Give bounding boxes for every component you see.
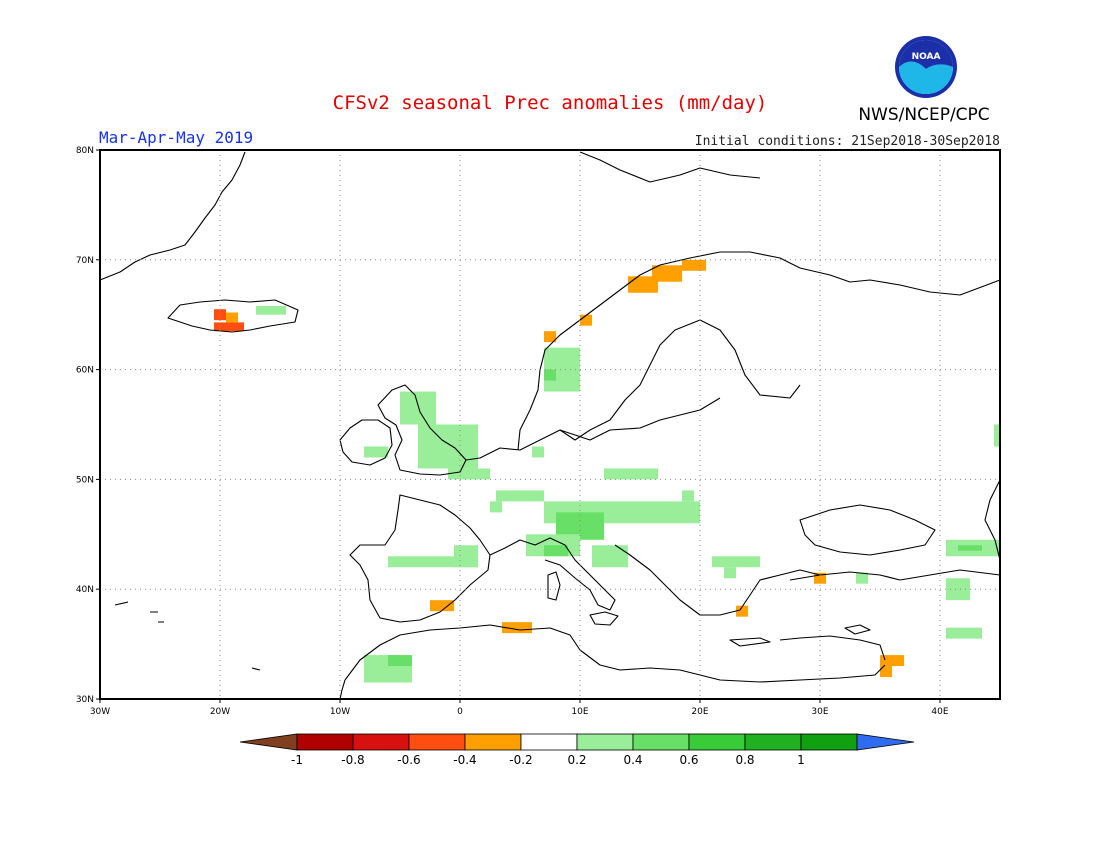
colorbar-tick-label: 0.4 [623,753,642,767]
noaa-logo-icon: NOAA [895,36,957,98]
colorbar-high-extend [856,733,915,751]
initial-conditions-label: Initial conditions: 21Sep2018-30Sep2018 [695,134,1000,149]
map-frame [99,149,1001,700]
latitude-tick-label: 70N [76,256,94,266]
anomaly-cell [604,468,658,480]
anomaly-cell [994,424,1000,447]
anomaly-cell [682,259,706,271]
map-background [100,150,1000,699]
anomaly-cell [256,305,286,315]
colorbar-tick-label: -1 [291,753,303,767]
longitude-tick-label: 10W [330,707,350,717]
longitude-tick-label: 10E [571,707,588,717]
latitude-tick-label: 30N [76,695,94,705]
anomaly-cell [946,578,970,601]
anomaly-cell [544,545,568,557]
anomaly-cell [400,391,436,425]
colorbar: -1 -0.8 -0.6 -0.4 -0.2 0.2 0.4 0.6 0.8 1 [239,733,915,767]
colorbar-segment [408,733,466,751]
colorbar-segment [520,733,578,751]
colorbar-segment [800,733,858,751]
colorbar-segment [576,733,634,751]
anomaly-cell [430,600,454,612]
latitude-tick-label: 40N [76,585,94,595]
anomaly-cell [388,655,412,667]
anomaly-cell [454,545,478,568]
colorbar-tick-label: -0.8 [341,753,364,767]
anomaly-cell [652,265,682,282]
anomaly-cell [628,276,658,293]
anomaly-cell [880,655,904,667]
figure-title: CFSv2 seasonal Prec anomalies (mm/day) [333,92,768,114]
anomaly-cell [712,556,760,568]
map-area: 80N 70N 60N 50N 40N 30N 30W 20W 10W 0 10E 20E 30E 40… [76,146,1001,717]
gridlines [100,150,1000,699]
anomaly-cell [580,314,592,326]
anomaly-cell [388,556,478,568]
latitude-tick-label: 50N [76,475,94,485]
colorbar-segment [352,733,410,751]
anomaly-cell [682,490,694,502]
colorbar-tick-label: 0.2 [567,753,586,767]
anomaly-cell [214,322,244,332]
latitude-tick-label: 60N [76,366,94,376]
longitude-tick-label: 20E [691,707,708,717]
longitude-tick-label: 30E [811,707,828,717]
colorbar-low-extend [239,733,298,751]
anomaly-cell [856,572,868,584]
colorbar-tick-label: 1 [797,753,805,767]
anomaly-cell [592,545,628,568]
anomaly-cell [448,468,478,480]
longitude-tick-label: 20W [210,707,230,717]
latitude-tick-label: 80N [76,146,94,156]
anomaly-cell [478,468,490,480]
colorbar-tick-label: 0.8 [735,753,754,767]
anomaly-cell [364,446,388,458]
anomaly-cell [544,369,556,381]
svg-text:NOAA: NOAA [912,52,941,62]
colorbar-tick-label: -0.4 [453,753,476,767]
latitude-ticks: 80N 70N 60N 50N 40N 30N [76,146,100,705]
anomaly-cell [724,567,736,579]
colorbar-tick-label: 0.6 [679,753,698,767]
anomaly-cell [544,331,556,343]
anomaly-cell [532,446,544,458]
anomaly-cell [880,666,892,678]
anomaly-cell [946,627,982,639]
coastlines [99,151,1001,700]
anomaly-cell [226,312,238,323]
anomaly-cell [490,501,502,513]
longitude-tick-label: 40E [931,707,948,717]
colorbar-segment [296,733,354,751]
longitude-tick-label: 30W [90,707,110,717]
longitude-ticks: 30W 20W 10W 0 10E 20E 30E 40E [90,699,949,717]
season-label: Mar-Apr-May 2019 [99,128,253,147]
anomaly-cell [418,424,478,469]
colorbar-segment [632,733,690,751]
colorbar-tick-label: -0.6 [397,753,420,767]
colorbar-segment [688,733,746,751]
longitude-tick-label: 0 [457,707,463,717]
anomaly-cell [496,490,544,502]
colorbar-segment [464,733,522,751]
organization-label: NWS/NCEP/CPC [858,105,989,125]
anomaly-layer [214,259,1000,683]
anomaly-cell [736,605,748,617]
anomaly-cell [214,309,226,321]
colorbar-tick-label: -0.2 [509,753,532,767]
anomaly-cell [502,622,532,634]
anomaly-cell [958,545,982,551]
colorbar-segment [744,733,802,751]
anomaly-cell [814,572,826,584]
